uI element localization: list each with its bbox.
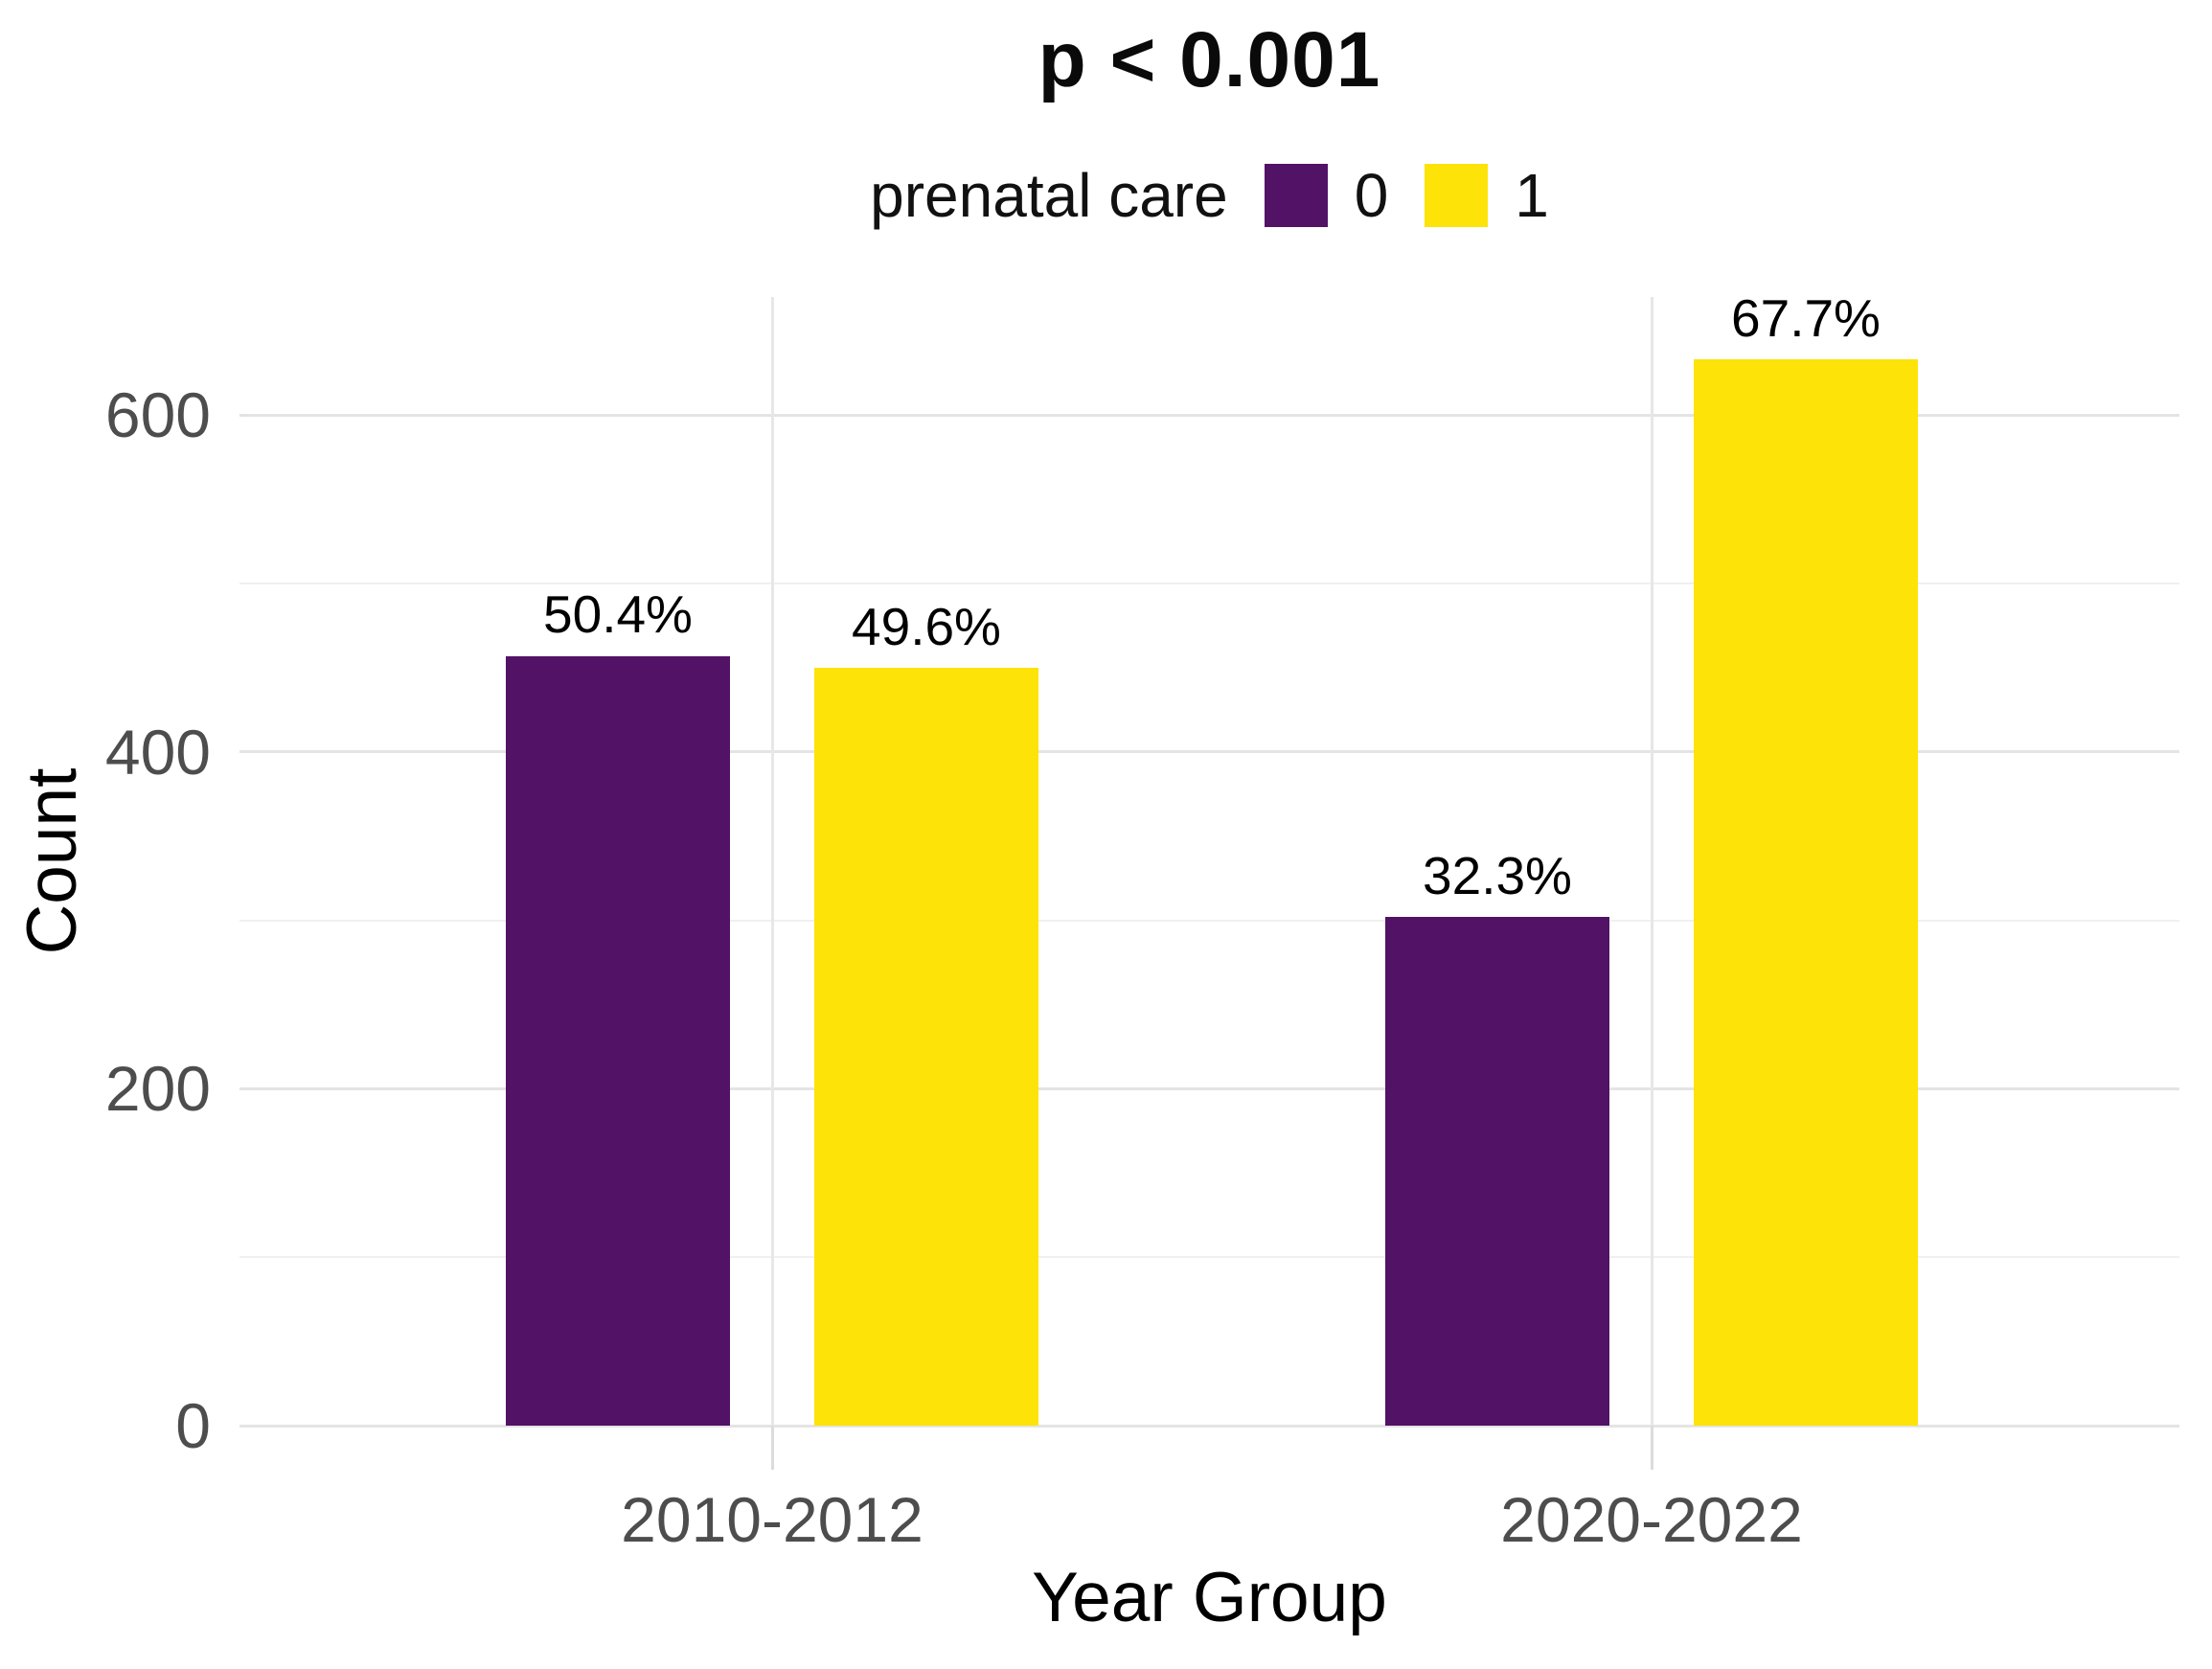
legend-swatch-1 xyxy=(1425,164,1489,227)
legend-swatch-0 xyxy=(1264,164,1328,227)
gridline-major xyxy=(239,413,2179,417)
x-tick-label: 2010-2012 xyxy=(621,1484,924,1555)
bar-value-label: 49.6% xyxy=(852,596,1001,656)
gridline-vertical xyxy=(770,297,774,1426)
gridline-major xyxy=(239,1086,2179,1090)
legend: prenatal care 0 1 xyxy=(239,157,2179,234)
gridline-major xyxy=(239,750,2179,754)
y-tick-label: 400 xyxy=(104,716,211,788)
y-tick-label: 600 xyxy=(104,379,211,451)
x-axis-tick xyxy=(1650,1426,1653,1470)
bar-2010-2012-1 xyxy=(814,667,1038,1426)
y-tick-label: 0 xyxy=(175,1390,211,1461)
bar-2010-2012-0 xyxy=(506,655,730,1426)
legend-label-0: 0 xyxy=(1354,161,1389,230)
bar-value-label: 32.3% xyxy=(1423,846,1572,906)
chart-title: p < 0.001 xyxy=(1038,16,1381,103)
x-tick-label: 2020-2022 xyxy=(1500,1484,1803,1555)
gridline-major xyxy=(239,1424,2179,1428)
gridline-minor xyxy=(239,1256,2179,1259)
bar-value-label: 67.7% xyxy=(1731,288,1881,349)
bar-value-label: 50.4% xyxy=(543,584,693,645)
bar-2020-2022-1 xyxy=(1694,359,1918,1426)
gridline-minor xyxy=(239,582,2179,584)
y-tick-label: 200 xyxy=(104,1053,211,1125)
legend-title: prenatal care xyxy=(870,161,1228,230)
gridline-minor xyxy=(239,919,2179,922)
x-axis-tick xyxy=(770,1426,774,1470)
gridline-vertical xyxy=(1650,297,1653,1426)
x-axis-title: Year Group xyxy=(1032,1559,1387,1636)
plot-panel: 50.4% 32.3% 49.6% 67.7% xyxy=(239,288,2179,1428)
legend-label-1: 1 xyxy=(1515,161,1549,230)
bar-2020-2022-0 xyxy=(1385,917,1609,1426)
